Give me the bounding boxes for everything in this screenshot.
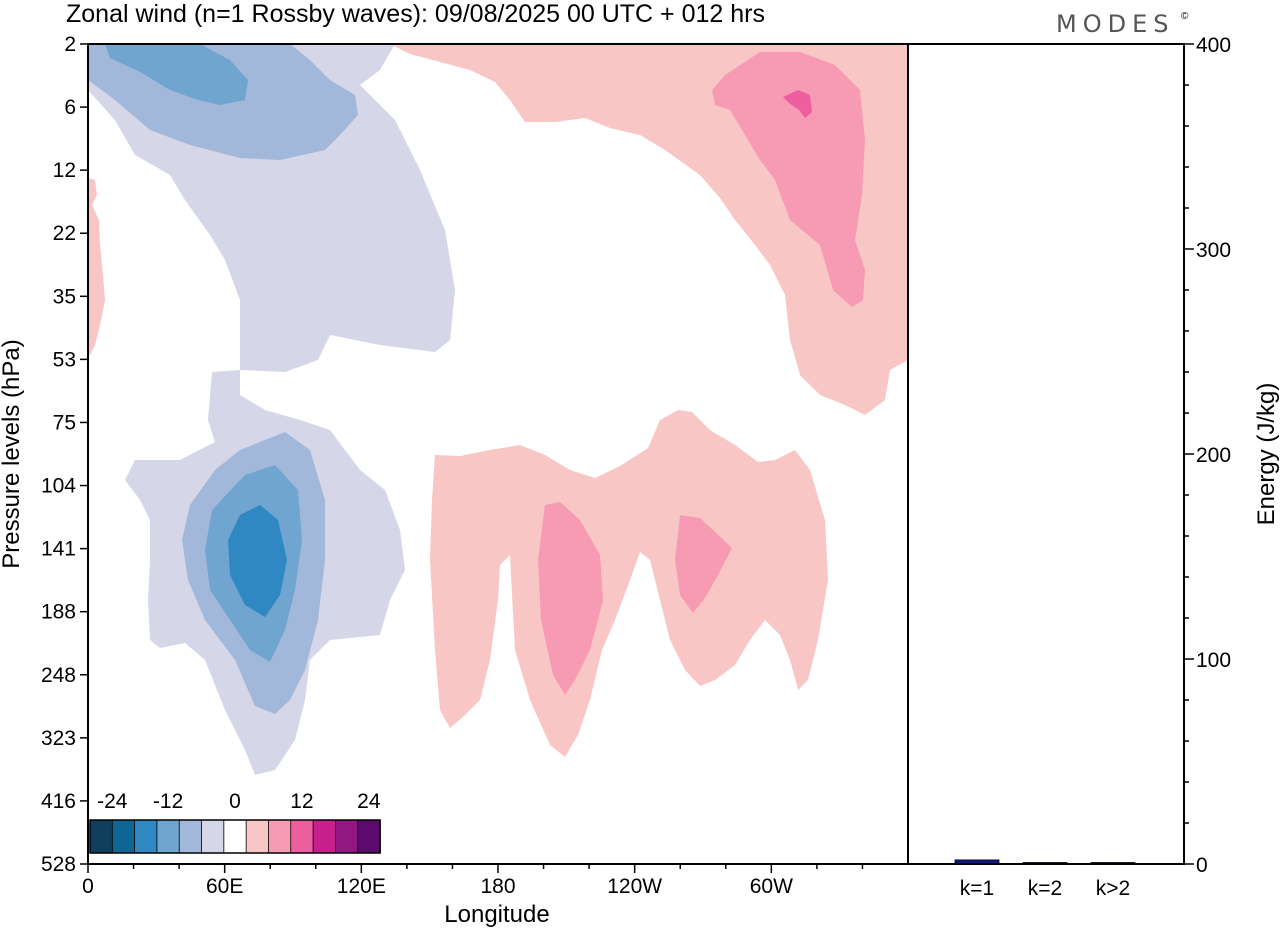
contour-lower-westerly-4 — [430, 410, 828, 757]
colorbar-label: 0 — [229, 790, 241, 813]
energy-tick-label: 0 — [1196, 854, 1208, 877]
y-axis-title: Pressure levels (hPa) — [0, 339, 25, 568]
brand-logo: MODES — [1056, 10, 1174, 38]
colorbar-swatch — [178, 819, 203, 854]
pressure-tick-label: 2 — [64, 33, 76, 56]
contour-upper-easterly-4 — [88, 44, 455, 775]
colorbar-swatch — [334, 819, 359, 854]
colorbar-label: 12 — [290, 790, 313, 813]
contour-upper-easterly-12 — [105, 44, 248, 105]
colorbar-frame — [89, 819, 381, 854]
contour-lower-westerly-8a — [538, 502, 603, 695]
pressure-tick-label: 188 — [41, 601, 76, 624]
pressure-tick-label: 416 — [41, 790, 76, 813]
energy-tick-label: 400 — [1196, 34, 1231, 57]
colorbar-swatch — [134, 819, 158, 854]
longitude-tick-label: 120W — [607, 875, 662, 898]
colorbar-swatch — [201, 819, 225, 854]
colorbar-swatch — [357, 819, 381, 854]
colorbar-label: -24 — [97, 790, 128, 813]
pressure-tick-label: 22 — [53, 222, 76, 245]
colorbar-swatch — [268, 819, 292, 854]
hovmoller-panel: -24 -12 0 12 24 2 6 12 22 35 53 75 104 141 188 248 323 4… — [0, 33, 909, 928]
colorbar-labels: -24 -12 0 12 24 — [97, 790, 381, 813]
pressure-tick-label: 323 — [41, 727, 76, 750]
colorbar: -24 -12 0 12 24 — [88, 787, 382, 864]
longitude-axis: 0 60E 120E 180 120W 60W — [82, 864, 864, 898]
pressure-tick-label: 104 — [41, 475, 76, 498]
energy-category-label: k=2 — [1028, 877, 1062, 900]
energy-tick-label: 300 — [1196, 239, 1231, 262]
longitude-tick-label: 60E — [206, 875, 243, 898]
pressure-tick-label: 141 — [41, 538, 76, 561]
longitude-tick-label: 120E — [337, 875, 386, 898]
pressure-tick-label: 75 — [53, 411, 76, 434]
pressure-tick-label: 53 — [53, 348, 76, 371]
chart-title: Zonal wind (n=1 Rossby waves): 09/08/202… — [66, 0, 765, 28]
energy-category-label: k=1 — [960, 877, 994, 900]
pressure-tick-label: 35 — [53, 285, 76, 308]
contour-lower-easterly-16 — [228, 505, 287, 617]
contour-upper-westerly-8 — [712, 52, 865, 307]
pressure-tick-label: 12 — [53, 159, 76, 182]
colorbar-label: 24 — [357, 790, 381, 813]
colorbar-swatch — [223, 819, 247, 854]
contour-upper-westerly-12 — [783, 90, 812, 118]
pressure-axis: 2 6 12 22 35 53 75 104 141 188 248 323 416 528 — [41, 33, 88, 876]
longitude-tick-label: 0 — [82, 875, 94, 898]
energy-axis: 0 100 200 300 400 — [1184, 34, 1231, 877]
pressure-tick-label: 248 — [41, 664, 76, 687]
colorbar-swatches — [89, 819, 381, 854]
colorbar-swatch — [156, 819, 181, 854]
energy-axis-title: Energy (J/kg) — [1253, 383, 1280, 526]
energy-tick-label: 100 — [1196, 649, 1231, 672]
x-axis-title: Longitude — [444, 901, 549, 928]
energy-category-label: k>2 — [1096, 877, 1130, 900]
colorbar-swatch — [245, 819, 270, 854]
pressure-tick-label: 528 — [41, 853, 76, 876]
colorbar-swatch — [312, 819, 337, 854]
energy-panel: 0 100 200 300 400 k=1 k=2 k>2 Energy (J/kg) — [907, 34, 1280, 900]
energy-category-labels: k=1 k=2 k>2 — [960, 877, 1130, 900]
colorbar-swatch — [111, 819, 136, 854]
pressure-tick-label: 6 — [64, 96, 76, 119]
energy-tick-label: 200 — [1196, 444, 1231, 467]
brand-mark: © — [1181, 11, 1189, 22]
contour-lower-westerly-8b — [675, 515, 732, 613]
energy-frame — [907, 43, 1185, 865]
colorbar-swatch — [290, 819, 314, 854]
contour-fields — [88, 44, 908, 862]
contour-left-westerly-4 — [88, 178, 105, 355]
longitude-tick-label: 60W — [750, 875, 793, 898]
colorbar-label: -12 — [153, 790, 183, 813]
colorbar-swatch — [89, 819, 114, 854]
longitude-tick-label: 180 — [480, 875, 515, 898]
